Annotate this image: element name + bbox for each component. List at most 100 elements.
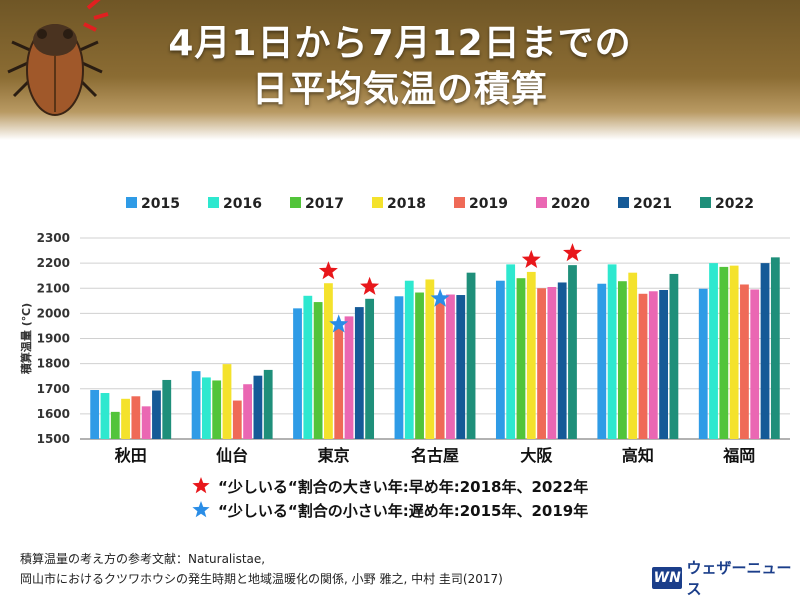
bar [719,266,729,439]
bar [709,263,718,439]
bar [354,307,364,439]
legend-label: 2020 [551,196,590,212]
blue-star-marker [430,288,450,307]
annotation-late-years: “少しいる“割合の小さい年:遅め年:2015年、2019年 [218,502,588,520]
y-tick-label: 1700 [37,382,70,396]
bar [597,283,607,439]
legend-label: 2022 [715,196,754,212]
bar [293,308,302,439]
x-tick-label: 福岡 [722,446,755,465]
bar [648,291,658,439]
bar [495,280,505,439]
bar [466,272,476,439]
chart-title-line2: 日平均気温の積算 [251,69,548,110]
legend-swatch [126,197,137,208]
legend-swatch [208,197,219,208]
bar [760,263,770,439]
footnote-line1: 積算温量の考え方の参考文献：Naturalistae, [20,552,266,566]
bar [607,264,617,439]
cicada-icon [7,0,109,116]
bar [729,265,739,439]
bar [232,400,242,439]
bar [659,290,669,439]
logo-mark: WN [652,567,683,589]
bar [547,286,557,439]
bar [121,398,130,439]
bar [313,302,323,439]
bar [770,257,780,439]
legend-label: 2018 [387,196,426,212]
annotation-early-years-star-icon [192,477,210,494]
bar [526,271,536,439]
red-star-marker [360,276,380,295]
y-axis-label: 積算温量 (℃) [19,303,33,375]
legend-swatch [372,197,383,208]
bar [110,411,120,439]
legend-swatch [454,197,465,208]
bar [131,396,141,439]
bar [415,292,424,439]
bar [568,265,577,439]
y-tick-label: 1600 [37,407,70,421]
y-tick-label: 1800 [37,357,70,371]
red-star-marker [563,243,582,262]
annotation-early-years: “少しいる“割合の大きい年:早め年:2018年、2022年 [218,478,588,496]
y-tick-label: 2000 [37,306,70,320]
bar [201,377,211,439]
bar [628,272,638,439]
bar [537,288,546,439]
bar [162,379,172,439]
red-star-marker [521,249,541,268]
legend-swatch [536,197,547,208]
legend-swatch [290,197,301,208]
x-tick-label: 大阪 [520,446,553,465]
bar [698,288,708,439]
x-tick-label: 名古屋 [411,446,459,465]
bar [740,284,749,439]
bar [253,375,263,439]
bar [141,406,151,439]
y-tick-label: 2300 [37,231,70,245]
chart-title-line1: 4月1日から7月12日までの [168,23,632,64]
bar [344,316,354,439]
legend-swatch [700,197,711,208]
bar [90,390,100,439]
x-tick-label: 秋田 [115,446,147,465]
bar [303,295,313,439]
weathernews-logo: WN ウェザーニュース [652,559,800,598]
footnote-line2: 岡山市におけるクツワホウシの発生時期と地域温暖化の関係, 小野 雅之, 中村 圭… [20,572,503,586]
x-tick-label: 仙台 [216,446,248,465]
annotation-late-years-star-icon [192,501,210,518]
x-tick-label: 高知 [622,446,654,465]
bar [394,296,404,439]
y-tick-label: 1900 [37,332,70,346]
bar [212,380,222,439]
bar [222,364,232,439]
bar [404,280,414,439]
y-tick-label: 2100 [37,281,70,295]
blue-star-marker [329,314,349,333]
logo-text: ウェザーニュース [686,559,792,598]
bar [750,289,760,439]
bar [191,371,201,439]
bar [557,282,567,439]
bar [446,294,455,439]
y-tick-label: 1500 [37,432,70,446]
bar [243,384,252,439]
legend-label: 2015 [141,196,180,212]
y-tick-label: 2200 [37,256,70,270]
bar [638,293,648,439]
legend-label: 2016 [223,196,262,212]
bar [506,264,516,439]
bar [324,283,333,439]
bar [456,295,466,439]
red-star-marker [318,261,338,280]
legend-swatch [618,197,629,208]
bar [425,279,435,439]
bar [618,281,627,439]
bar [263,369,273,439]
bar [669,273,679,439]
bar [516,278,526,439]
bar [152,390,161,439]
